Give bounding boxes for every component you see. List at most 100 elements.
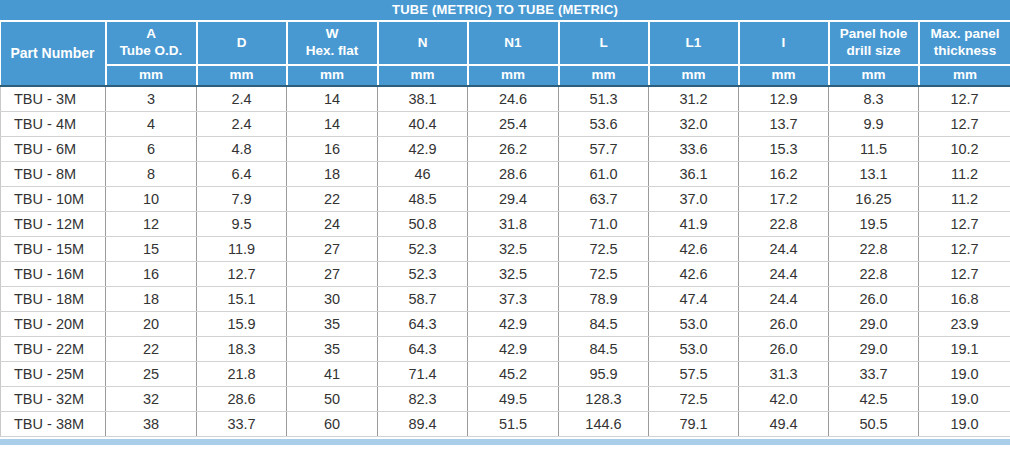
value-cell: 42.5 <box>829 387 919 412</box>
part-number-cell: TBU - 4M <box>1 112 106 137</box>
value-cell: 25 <box>106 362 197 387</box>
value-cell: 17.2 <box>739 187 829 212</box>
value-cell: 49.4 <box>739 412 829 437</box>
value-cell: 4.8 <box>197 137 287 162</box>
value-cell: 51.3 <box>559 86 649 112</box>
unit-cell: mm <box>287 65 378 86</box>
value-cell: 35 <box>287 337 378 362</box>
table-row: TBU - 32M3228.65082.349.5128.372.542.042… <box>1 387 1010 412</box>
value-cell: 24.6 <box>468 86 559 112</box>
value-cell: 32 <box>106 387 197 412</box>
unit-cell: mm <box>559 65 649 86</box>
value-cell: 42.0 <box>739 387 829 412</box>
value-cell: 24.4 <box>739 237 829 262</box>
table-title: TUBE (METRIC) TO TUBE (METRIC) <box>0 0 1010 22</box>
table-row: TBU - 10M107.92248.529.463.737.017.216.2… <box>1 187 1010 212</box>
col-header-part-number: Part Number <box>1 22 106 86</box>
value-cell: 9.9 <box>829 112 919 137</box>
value-cell: 27 <box>287 237 378 262</box>
value-cell: 33.7 <box>829 362 919 387</box>
value-cell: 72.5 <box>649 387 739 412</box>
unit-cell: mm <box>919 65 1010 86</box>
value-cell: 36.1 <box>649 162 739 187</box>
value-cell: 4 <box>106 112 197 137</box>
value-cell: 13.7 <box>739 112 829 137</box>
col-header-d: D <box>197 22 287 65</box>
unit-cell: mm <box>649 65 739 86</box>
value-cell: 12.7 <box>919 86 1010 112</box>
value-cell: 11.5 <box>829 137 919 162</box>
header-row: Part Number A Tube O.D. D W Hex. flat N … <box>1 22 1010 65</box>
bottom-strip <box>0 439 1010 445</box>
value-cell: 9.5 <box>197 212 287 237</box>
value-cell: 45.2 <box>468 362 559 387</box>
value-cell: 52.3 <box>378 262 468 287</box>
value-cell: 32.0 <box>649 112 739 137</box>
value-cell: 11.2 <box>919 187 1010 212</box>
value-cell: 84.5 <box>559 337 649 362</box>
value-cell: 13.1 <box>829 162 919 187</box>
value-cell: 41.9 <box>649 212 739 237</box>
value-cell: 22.8 <box>829 237 919 262</box>
value-cell: 3 <box>106 86 197 112</box>
value-cell: 37.0 <box>649 187 739 212</box>
value-cell: 2.4 <box>197 112 287 137</box>
tube-metric-spec-table: Part Number A Tube O.D. D W Hex. flat N … <box>0 22 1010 437</box>
value-cell: 16.8 <box>919 287 1010 312</box>
value-cell: 71.4 <box>378 362 468 387</box>
value-cell: 8 <box>106 162 197 187</box>
value-cell: 12.7 <box>919 212 1010 237</box>
value-cell: 15.1 <box>197 287 287 312</box>
value-cell: 47.4 <box>649 287 739 312</box>
unit-cell: mm <box>829 65 919 86</box>
value-cell: 12 <box>106 212 197 237</box>
value-cell: 19.0 <box>919 412 1010 437</box>
table-row: TBU - 6M64.81642.926.257.733.615.311.510… <box>1 137 1010 162</box>
col-header-l: L <box>559 22 649 65</box>
value-cell: 71.0 <box>559 212 649 237</box>
value-cell: 12.7 <box>919 237 1010 262</box>
value-cell: 20 <box>106 312 197 337</box>
value-cell: 23.9 <box>919 312 1010 337</box>
value-cell: 72.5 <box>559 237 649 262</box>
part-number-cell: TBU - 22M <box>1 337 106 362</box>
part-number-cell: TBU - 25M <box>1 362 106 387</box>
value-cell: 12.9 <box>739 86 829 112</box>
value-cell: 29.0 <box>829 337 919 362</box>
units-row: mm mm mm mm mm mm mm mm mm mm <box>1 65 1010 86</box>
value-cell: 48.5 <box>378 187 468 212</box>
col-header-l1: L1 <box>649 22 739 65</box>
value-cell: 35 <box>287 312 378 337</box>
table-row: TBU - 18M1815.13058.737.378.947.424.426.… <box>1 287 1010 312</box>
value-cell: 18 <box>106 287 197 312</box>
value-cell: 6 <box>106 137 197 162</box>
value-cell: 22 <box>106 337 197 362</box>
value-cell: 33.7 <box>197 412 287 437</box>
value-cell: 19.0 <box>919 387 1010 412</box>
value-cell: 19.0 <box>919 362 1010 387</box>
value-cell: 26.2 <box>468 137 559 162</box>
value-cell: 24.4 <box>739 262 829 287</box>
value-cell: 50.8 <box>378 212 468 237</box>
part-number-cell: TBU - 32M <box>1 387 106 412</box>
value-cell: 22 <box>287 187 378 212</box>
col-header-i: I <box>739 22 829 65</box>
value-cell: 15.3 <box>739 137 829 162</box>
value-cell: 42.6 <box>649 237 739 262</box>
value-cell: 30 <box>287 287 378 312</box>
value-cell: 2.4 <box>197 86 287 112</box>
value-cell: 25.4 <box>468 112 559 137</box>
value-cell: 18.3 <box>197 337 287 362</box>
value-cell: 16 <box>287 137 378 162</box>
table-row: TBU - 12M129.52450.831.871.041.922.819.5… <box>1 212 1010 237</box>
table-body: TBU - 3M32.41438.124.651.331.212.98.312.… <box>1 86 1010 437</box>
table-row: TBU - 15M1511.92752.332.572.542.624.422.… <box>1 237 1010 262</box>
value-cell: 50 <box>287 387 378 412</box>
part-number-cell: TBU - 38M <box>1 412 106 437</box>
value-cell: 46 <box>378 162 468 187</box>
value-cell: 21.8 <box>197 362 287 387</box>
col-header-n: N <box>378 22 468 65</box>
value-cell: 19.1 <box>919 337 1010 362</box>
value-cell: 53.0 <box>649 312 739 337</box>
value-cell: 42.9 <box>468 337 559 362</box>
